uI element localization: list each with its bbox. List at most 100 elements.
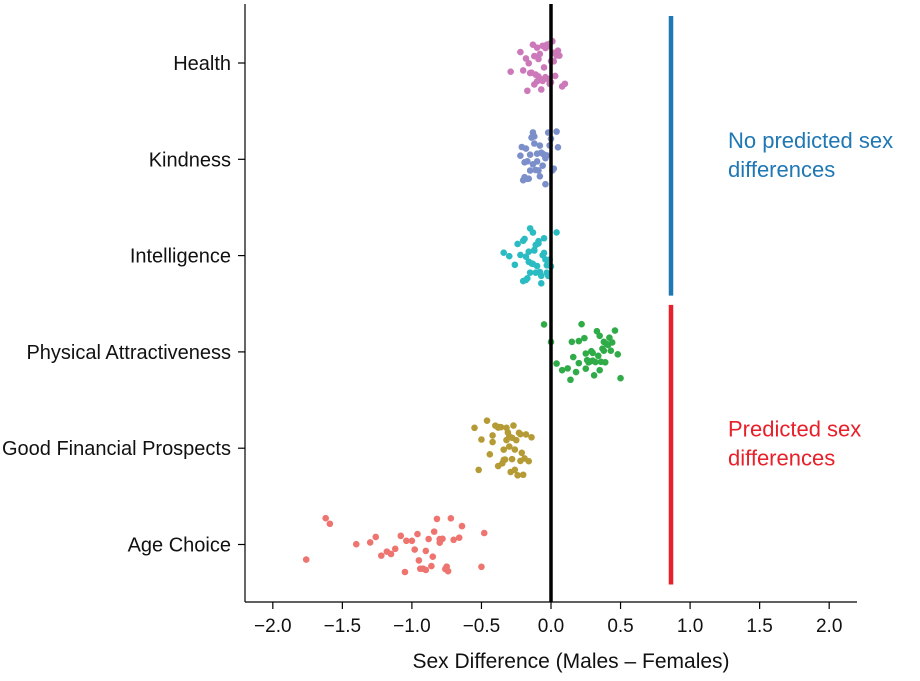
data-point [352,540,360,548]
data-point [592,358,599,366]
data-point [581,334,588,342]
data-point [522,276,530,284]
data-point [540,249,548,257]
data-points [302,37,624,576]
data-point [522,253,530,260]
data-point [614,351,622,358]
y-tick-label: Physical Attractiveness [26,342,231,364]
data-point [500,249,508,257]
x-tick-label: −1.0 [393,616,431,637]
data-point [529,129,537,136]
data-point [428,562,435,570]
data-point [429,553,437,560]
x-tick-label: −1.5 [324,616,362,637]
data-point [551,72,559,80]
data-point [589,349,597,357]
data-point [533,158,541,165]
data-point [408,537,416,545]
data-point [608,339,616,346]
data-point [378,552,385,559]
data-point [578,320,585,328]
data-point [617,374,624,382]
data-point [540,321,548,328]
data-point [536,172,544,180]
x-tick-label: 1.0 [677,616,703,637]
data-point [450,536,457,544]
data-point [489,438,496,446]
data-point [505,432,513,440]
x-ticks: −2.0 −1.5 −1.0 −0.5 0.0 0.5 1.0 1.5 2.0 [254,602,842,637]
data-point [611,327,619,334]
data-point [564,365,571,372]
data-point [478,563,485,571]
data-point [372,533,380,541]
data-point [531,140,538,147]
data-point [519,237,527,245]
data-point [514,471,521,479]
data-point [526,151,534,158]
data-point [526,269,534,276]
data-point [514,240,521,248]
data-point [501,456,509,463]
data-point [556,52,563,59]
data-point [594,352,602,360]
data-point [322,514,329,522]
data-point [489,432,496,439]
data-point [387,550,395,558]
annotation-text: No predicted sex [728,128,893,153]
data-point [422,566,430,574]
data-point [503,424,510,432]
y-tick-label: Kindness [149,149,231,171]
data-point [478,436,485,443]
data-point [561,80,569,88]
data-point [521,159,528,166]
annotation-text: Predicted sex [728,417,861,442]
data-point [567,376,574,384]
data-point [596,366,603,374]
data-point [500,446,508,453]
data-point [511,261,519,269]
data-point [524,87,531,95]
data-point [415,557,423,564]
data-point [475,466,482,474]
data-point [486,450,494,458]
data-point [533,262,541,270]
data-point [553,229,560,236]
data-point [526,167,534,174]
data-point [505,252,513,260]
data-point [542,180,549,188]
data-point [433,515,441,523]
x-axis-title: Sex Difference (Males – Females) [412,650,729,673]
data-point [553,360,560,367]
data-point [414,530,421,538]
data-point [411,546,418,553]
data-point [537,272,545,280]
data-point [522,431,530,438]
data-point [458,522,466,530]
x-tick-label: −2.0 [254,616,292,637]
x-tick-label: −0.5 [463,616,501,637]
data-point [539,162,546,169]
data-point [443,563,450,570]
data-point [529,229,537,236]
data-point [455,534,463,541]
data-point [531,52,538,60]
y-tick-label: Health [173,53,231,75]
y-ticks: Health Kindness Intelligence Physical Attra… [2,53,245,557]
data-point [535,167,542,174]
data-point [590,372,598,379]
data-point [525,248,533,255]
data-point [575,359,583,367]
data-point [494,462,502,470]
data-point [575,337,583,345]
data-point [511,446,519,453]
data-point [517,251,524,259]
data-point [517,48,524,56]
data-point [524,175,531,183]
data-point [401,568,409,576]
data-point [525,59,533,67]
data-point [517,430,524,438]
y-tick-label: Good Financial Prospects [2,438,231,460]
data-point [436,539,444,546]
